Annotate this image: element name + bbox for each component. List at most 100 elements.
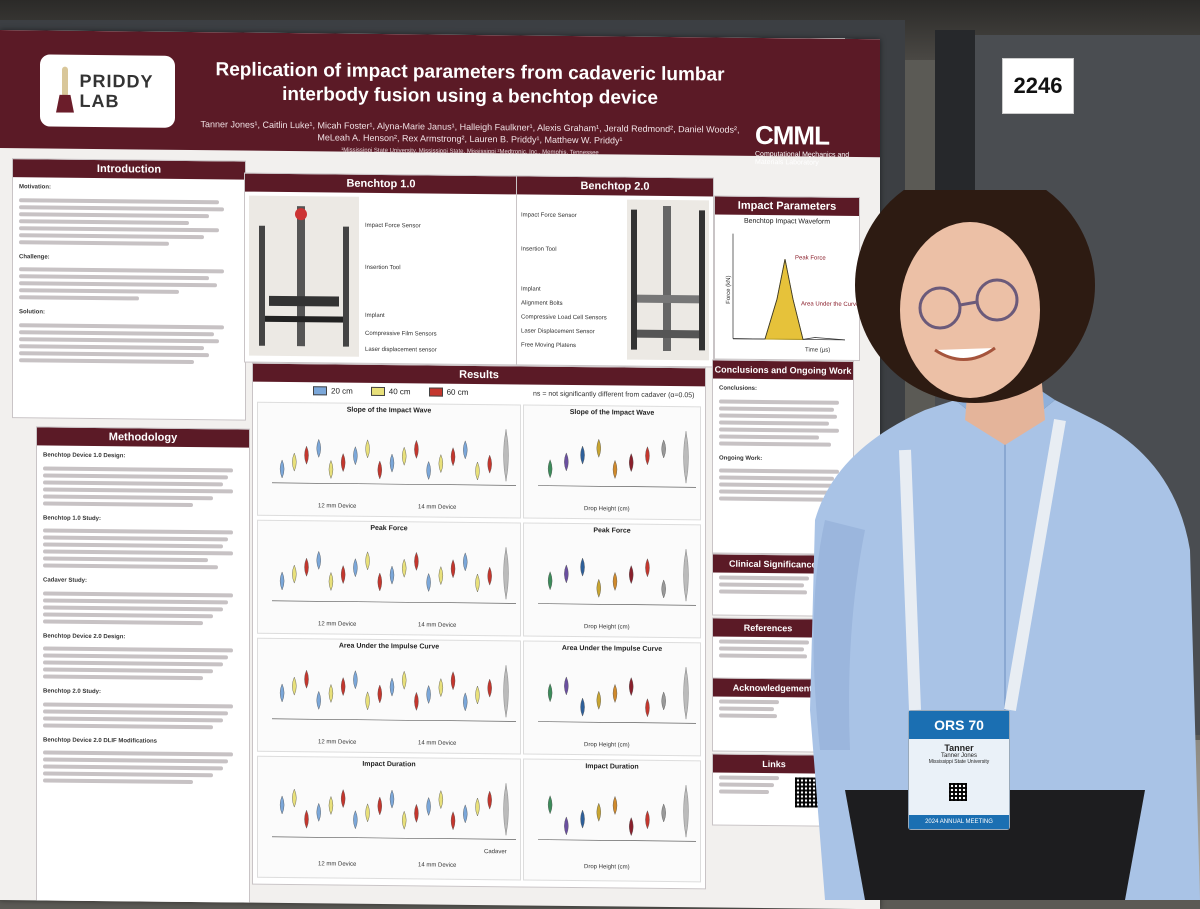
smile xyxy=(934,346,996,361)
violin-mark xyxy=(426,572,431,592)
violin-mark xyxy=(402,558,407,578)
right-plot-duration-violins xyxy=(538,785,696,842)
violin-mark xyxy=(438,678,444,698)
cadaver-violin-mark xyxy=(503,665,509,718)
introduction-panel: Introduction Motivation: Challenge: Solu… xyxy=(12,158,246,421)
cadaver-violin-mark xyxy=(683,667,689,720)
solution-label: Solution: xyxy=(19,309,45,316)
violin-mark xyxy=(438,454,444,474)
violin-mark xyxy=(564,816,569,836)
lanyard-right xyxy=(1004,418,1066,712)
violin-mark xyxy=(292,676,297,696)
left-plot-area-violins xyxy=(272,665,516,722)
violin-mark xyxy=(612,683,618,703)
violin-mark xyxy=(463,804,468,824)
cadaver-study-label: Cadaver Study: xyxy=(43,577,88,584)
cmml-logo: CMML Computational Mechanics and Materia… xyxy=(755,120,855,168)
cadaver-violin-mark xyxy=(683,431,689,484)
results-heading: Results xyxy=(253,363,705,387)
cadaver-violin-mark xyxy=(683,549,689,602)
violin-mark xyxy=(402,810,407,830)
badge-org: ORS 70 xyxy=(909,711,1009,739)
left-plot-peak-xlabel-14: 14 mm Device xyxy=(418,622,457,629)
violin-mark xyxy=(564,452,569,472)
violin-mark xyxy=(340,565,346,585)
legend-20cm: 20 cm xyxy=(331,386,353,396)
violin-mark xyxy=(316,550,321,570)
violin-mark xyxy=(328,571,334,591)
violin-mark xyxy=(389,565,395,585)
study1-label: Benchtop 1.0 Study: xyxy=(43,514,102,522)
violin-mark xyxy=(547,683,553,703)
violin-mark xyxy=(304,809,309,829)
cadaver-violin-mark xyxy=(503,429,509,482)
plot-x-axis xyxy=(538,485,696,488)
violin-mark xyxy=(645,698,650,718)
violin-mark xyxy=(414,691,419,711)
violin-mark xyxy=(316,438,321,458)
violin-mark xyxy=(340,789,346,809)
violin-mark xyxy=(426,796,431,816)
name-badge: ORS 70 Tanner Tanner Jones Mississippi S… xyxy=(908,710,1010,830)
violin-mark xyxy=(580,809,585,829)
b2-label-1: Insertion Tool xyxy=(521,246,557,253)
b2-label-0: Impact Force Sensor xyxy=(521,212,577,220)
violin-mark xyxy=(450,447,456,467)
right-plot-area: Area Under the Impulse Curve Drop Height… xyxy=(523,640,701,757)
plot-x-axis xyxy=(538,721,696,724)
violin-mark xyxy=(279,683,285,703)
violin-mark xyxy=(365,803,370,823)
left-plot-duration-xlabel-14: 14 mm Device xyxy=(418,862,457,869)
right-plot-peak-xlabel: Drop Height (cm) xyxy=(584,624,630,631)
violin-mark xyxy=(475,797,480,817)
violin-mark xyxy=(645,810,650,830)
right-plot-slope-xlabel: Drop Height (cm) xyxy=(584,506,630,513)
violin-mark xyxy=(475,573,480,593)
b1-label-1: Insertion Tool xyxy=(365,264,401,272)
poster-affiliations: ¹Mississippi State University, Mississip… xyxy=(341,147,599,157)
right-plot-duration: Impact Duration Drop Height (cm) xyxy=(523,758,701,883)
violin-mark xyxy=(596,690,601,710)
results-panel: Results 20 cm 40 cm 60 cm ns = not signi… xyxy=(252,362,706,890)
left-plot-peak-violins xyxy=(272,547,516,604)
left-plot-slope-xlabel-14: 14 mm Device xyxy=(418,504,457,511)
violin-mark xyxy=(487,566,492,586)
violin-mark xyxy=(564,676,569,696)
cadaver-violin-mark xyxy=(503,547,509,600)
violin-mark xyxy=(612,571,618,591)
violin-mark xyxy=(353,446,358,466)
violin-mark xyxy=(487,454,492,474)
violin-mark xyxy=(629,565,634,585)
impact-ylabel: Force (kN) xyxy=(726,275,733,304)
left-plot-duration-violins xyxy=(272,783,516,840)
bone-icon xyxy=(54,66,72,115)
violin-mark xyxy=(377,684,382,704)
left-plot-peak: Peak Force 12 mm Device 14 mm Device xyxy=(257,519,521,637)
introduction-heading: Introduction xyxy=(13,159,245,180)
violin-mark xyxy=(487,678,492,698)
violin-mark xyxy=(547,571,553,591)
violin-mark xyxy=(328,795,334,815)
violin-mark xyxy=(389,789,395,809)
violin-mark xyxy=(365,439,370,459)
plot-x-axis xyxy=(272,836,516,840)
violin-mark xyxy=(629,677,634,697)
violin-mark xyxy=(365,551,370,571)
violin-mark xyxy=(547,795,553,815)
left-plot-area-xlabel-12: 12 mm Device xyxy=(318,739,357,746)
violin-mark xyxy=(438,790,444,810)
cadaver-violin-mark xyxy=(683,785,689,838)
benchtop1-photo xyxy=(249,195,359,357)
right-plot-slope-violins xyxy=(538,431,696,488)
glasses-right-lens xyxy=(975,278,1019,322)
violin-mark xyxy=(475,461,480,481)
research-poster: PRIDDY LAB Replication of impact paramet… xyxy=(0,30,880,909)
results-legend: 20 cm 40 cm 60 cm xyxy=(313,386,468,397)
violin-mark xyxy=(292,452,297,472)
violin-mark xyxy=(547,459,553,479)
plot-x-axis xyxy=(272,482,516,486)
cmml-name: Computational Mechanics and Materials La… xyxy=(755,150,850,167)
legend-60cm: 60 cm xyxy=(446,387,469,397)
badge-first-name: Tanner xyxy=(944,743,974,753)
b2-label-6: Free Moving Platens xyxy=(521,342,577,350)
